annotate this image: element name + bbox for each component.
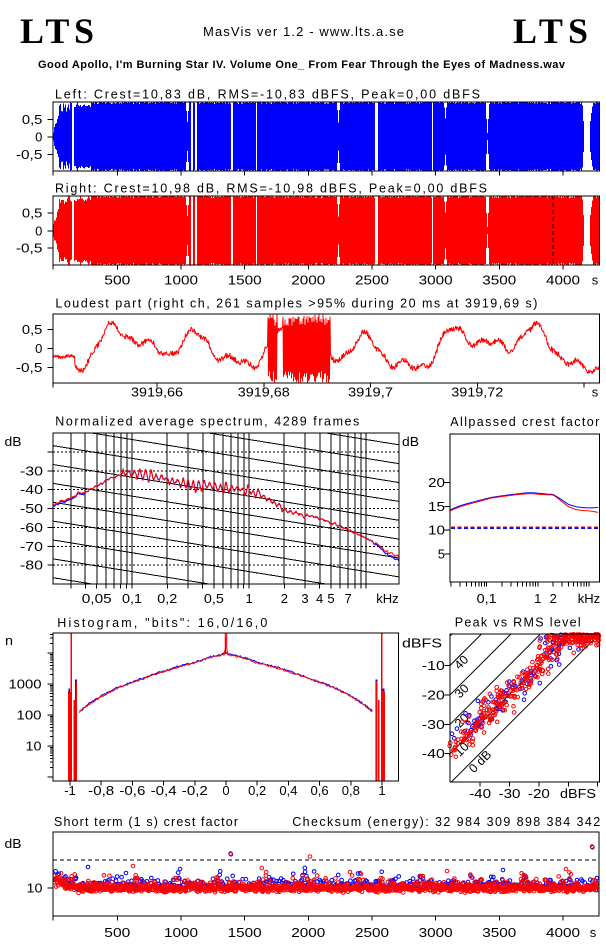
svg-text:Short term (1 s) crest factor: Short term (1 s) crest factor	[54, 815, 238, 829]
svg-text:s: s	[590, 925, 597, 940]
svg-text:-30: -30	[422, 717, 445, 732]
svg-text:-0,5: -0,5	[16, 147, 43, 162]
svg-text:Right: Crest=10,98 dB, RMS=-10: Right: Crest=10,98 dB, RMS=-10,98 dBFS, …	[55, 182, 487, 196]
svg-text:2000: 2000	[291, 273, 325, 288]
svg-text:0,1: 0,1	[122, 591, 142, 606]
svg-text:2500: 2500	[355, 273, 389, 288]
svg-text:20: 20	[428, 475, 445, 490]
svg-text:dB: dB	[402, 434, 419, 449]
svg-text:kHz: kHz	[376, 591, 398, 606]
svg-text:s: s	[592, 385, 599, 400]
svg-text:100: 100	[17, 708, 42, 723]
svg-text:10: 10	[26, 739, 42, 754]
svg-text:-30: -30	[20, 463, 43, 478]
svg-text:1000: 1000	[9, 677, 42, 692]
svg-text:-20: -20	[422, 687, 445, 702]
svg-text:0,4: 0,4	[279, 783, 297, 798]
svg-text:0,2: 0,2	[157, 591, 177, 606]
svg-text:3000: 3000	[419, 925, 453, 940]
svg-text:0,5: 0,5	[22, 322, 43, 337]
svg-text:0,2: 0,2	[248, 783, 266, 798]
svg-text:dB: dB	[5, 434, 22, 449]
svg-text:3919,7: 3919,7	[348, 385, 393, 400]
svg-text:3919,66: 3919,66	[131, 385, 183, 400]
svg-text:-0,6: -0,6	[119, 783, 145, 798]
svg-text:0,05: 0,05	[82, 591, 112, 606]
svg-text:-80: -80	[20, 558, 43, 573]
svg-text:4000: 4000	[546, 273, 580, 288]
svg-text:-50: -50	[20, 501, 43, 516]
svg-text:15: 15	[428, 499, 445, 514]
svg-text:LTS: LTS	[20, 11, 94, 51]
svg-text:Left: Crest=10,83 dB, RMS=-10,: Left: Crest=10,83 dB, RMS=-10,83 dBFS, P…	[55, 88, 480, 102]
svg-text:-1: -1	[64, 783, 76, 798]
svg-text:3919,72: 3919,72	[451, 385, 503, 400]
svg-text:0,8: 0,8	[342, 783, 360, 798]
svg-text:-10: -10	[422, 658, 445, 673]
svg-text:Allpassed crest factor: Allpassed crest factor	[450, 415, 599, 429]
svg-text:10: 10	[428, 523, 445, 538]
svg-text:1500: 1500	[228, 925, 262, 940]
svg-text:3919,68: 3919,68	[238, 385, 290, 400]
svg-text:-40: -40	[469, 786, 491, 801]
svg-text:1: 1	[245, 591, 252, 606]
svg-text:MasVis ver 1.2 - www.lts.a.se: MasVis ver 1.2 - www.lts.a.se	[203, 24, 404, 39]
svg-text:0,6: 0,6	[311, 783, 329, 798]
svg-text:4000: 4000	[546, 925, 580, 940]
svg-text:Good Apollo, I'm Burning Star: Good Apollo, I'm Burning Star IV. Volume…	[38, 59, 566, 71]
svg-text:-40: -40	[20, 482, 43, 497]
svg-text:4: 4	[316, 591, 323, 606]
svg-text:0: 0	[35, 130, 42, 145]
svg-text:-0,4: -0,4	[151, 783, 177, 798]
svg-text:-20: -20	[528, 786, 550, 801]
svg-text:s: s	[592, 273, 599, 288]
svg-text:0,5: 0,5	[22, 112, 43, 127]
svg-text:2500: 2500	[355, 925, 389, 940]
svg-text:Normalized average spectrum, 4: Normalized average spectrum, 4289 frames	[55, 415, 359, 429]
svg-text:3: 3	[301, 591, 308, 606]
svg-text:5: 5	[438, 546, 445, 561]
svg-text:1: 1	[378, 783, 385, 798]
svg-text:Peak vs RMS level: Peak vs RMS level	[455, 616, 581, 630]
svg-text:1000: 1000	[164, 925, 198, 940]
svg-text:3500: 3500	[482, 273, 516, 288]
svg-text:Loudest part (right ch, 261 sa: Loudest part (right ch, 261 samples >95%…	[55, 297, 537, 311]
svg-text:0,5: 0,5	[22, 206, 43, 221]
svg-text:-70: -70	[20, 539, 43, 554]
svg-text:-0,2: -0,2	[182, 783, 208, 798]
svg-text:-30: -30	[499, 786, 521, 801]
svg-text:500: 500	[104, 273, 130, 288]
svg-text:1: 1	[534, 591, 541, 606]
svg-text:2: 2	[550, 591, 557, 606]
svg-text:2000: 2000	[291, 925, 325, 940]
svg-text:kHz: kHz	[578, 591, 600, 606]
svg-text:0: 0	[35, 341, 42, 356]
svg-text:dBFS: dBFS	[402, 636, 442, 651]
svg-text:Histogram, "bits": 16,0/16,0: Histogram, "bits": 16,0/16,0	[57, 616, 267, 630]
svg-text:10: 10	[27, 881, 43, 896]
svg-text:-0,5: -0,5	[16, 360, 43, 375]
svg-text:LTS: LTS	[513, 11, 588, 51]
svg-text:5: 5	[327, 591, 334, 606]
svg-text:-0,5: -0,5	[16, 241, 43, 256]
svg-text:1000: 1000	[164, 273, 198, 288]
svg-text:dBFS: dBFS	[560, 786, 596, 801]
svg-text:Checksum (energy): 32 984 309: Checksum (energy): 32 984 309 898 384 34…	[292, 815, 600, 829]
svg-text:2: 2	[281, 591, 288, 606]
svg-text:0,5: 0,5	[204, 591, 224, 606]
svg-text:0,1: 0,1	[477, 591, 497, 606]
svg-text:0: 0	[222, 783, 229, 798]
svg-text:3500: 3500	[482, 925, 516, 940]
svg-text:dB: dB	[5, 836, 22, 851]
svg-text:-60: -60	[20, 520, 43, 535]
svg-text:0: 0	[35, 224, 42, 239]
svg-text:n: n	[5, 633, 13, 648]
svg-text:-40: -40	[422, 746, 445, 761]
svg-text:-0,8: -0,8	[88, 783, 114, 798]
svg-text:7: 7	[344, 591, 351, 606]
svg-text:500: 500	[104, 925, 130, 940]
svg-text:3000: 3000	[419, 273, 453, 288]
svg-text:1500: 1500	[228, 273, 262, 288]
